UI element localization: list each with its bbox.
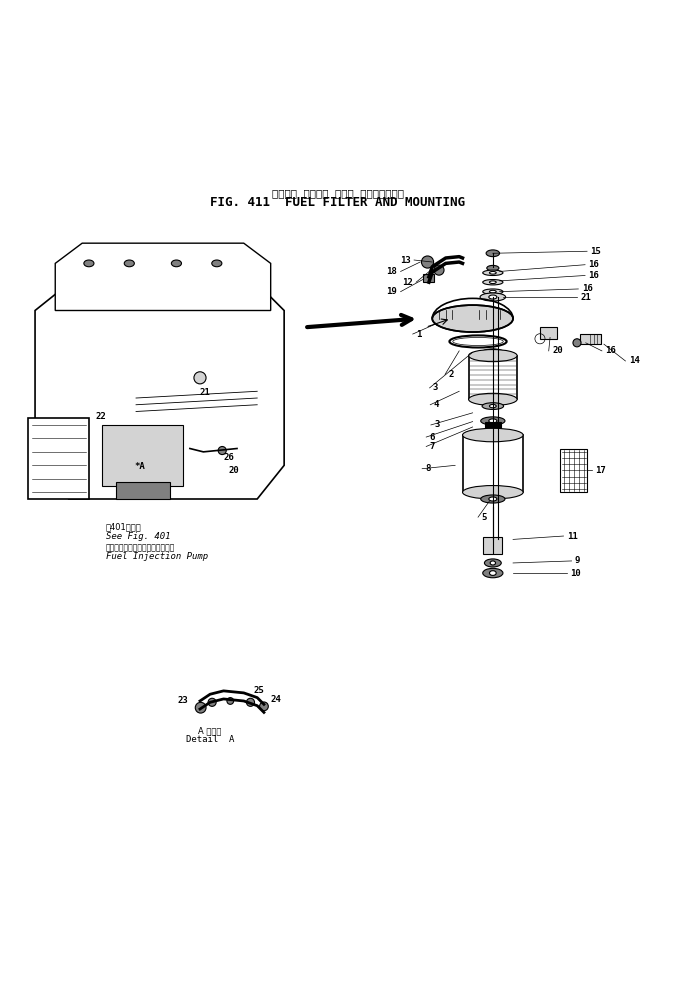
Bar <box>422 274 433 282</box>
Text: 20: 20 <box>552 346 563 355</box>
Bar <box>102 425 183 486</box>
Text: 20: 20 <box>229 466 240 475</box>
Bar <box>560 448 587 492</box>
Ellipse shape <box>487 265 499 270</box>
Ellipse shape <box>218 446 226 454</box>
Ellipse shape <box>432 305 513 332</box>
Ellipse shape <box>489 290 496 293</box>
Bar <box>581 334 600 344</box>
Text: 4: 4 <box>433 400 439 409</box>
Ellipse shape <box>212 260 222 266</box>
Text: 23: 23 <box>178 697 189 706</box>
Polygon shape <box>55 244 270 310</box>
Text: 3: 3 <box>434 420 439 429</box>
Ellipse shape <box>84 260 94 266</box>
Ellipse shape <box>485 559 502 567</box>
Text: 18: 18 <box>387 266 397 276</box>
Ellipse shape <box>489 350 496 354</box>
Text: 17: 17 <box>595 465 606 475</box>
Ellipse shape <box>481 417 505 425</box>
Ellipse shape <box>468 393 517 405</box>
Text: Fuel Injection Pump: Fuel Injection Pump <box>105 552 208 561</box>
Text: 3: 3 <box>433 383 438 392</box>
Polygon shape <box>35 283 284 499</box>
Ellipse shape <box>483 279 503 284</box>
Text: 15: 15 <box>590 247 601 255</box>
Ellipse shape <box>483 270 503 275</box>
Ellipse shape <box>421 255 433 268</box>
Ellipse shape <box>489 295 497 299</box>
Ellipse shape <box>489 419 497 423</box>
Text: 16: 16 <box>588 260 599 269</box>
Text: 第401図参照: 第401図参照 <box>105 523 141 532</box>
Ellipse shape <box>483 289 503 294</box>
Bar <box>540 326 557 338</box>
Text: 14: 14 <box>629 356 639 365</box>
Ellipse shape <box>489 497 497 501</box>
Text: See Fig. 401: See Fig. 401 <box>105 532 170 541</box>
Text: 21: 21 <box>581 292 591 301</box>
Ellipse shape <box>260 702 268 711</box>
Ellipse shape <box>489 280 496 283</box>
Ellipse shape <box>434 265 444 275</box>
Ellipse shape <box>172 260 181 266</box>
Ellipse shape <box>227 698 234 705</box>
Ellipse shape <box>482 349 504 355</box>
Ellipse shape <box>486 250 500 256</box>
Text: 9: 9 <box>575 557 581 566</box>
Text: 10: 10 <box>571 569 581 578</box>
Ellipse shape <box>480 293 506 301</box>
Bar <box>483 537 502 554</box>
Ellipse shape <box>247 699 255 707</box>
Text: *A: *A <box>135 462 145 471</box>
Text: 7: 7 <box>429 442 435 451</box>
Text: 12: 12 <box>402 277 413 286</box>
Text: 24: 24 <box>270 696 281 705</box>
Ellipse shape <box>468 349 517 361</box>
Ellipse shape <box>573 338 581 347</box>
Text: 16: 16 <box>582 284 592 293</box>
Ellipse shape <box>482 403 504 409</box>
Ellipse shape <box>194 372 206 384</box>
Bar <box>462 435 523 492</box>
Ellipse shape <box>489 571 496 576</box>
Text: フェエルインジェクションポンプ: フェエルインジェクションポンプ <box>105 543 175 552</box>
Text: 25: 25 <box>254 687 264 696</box>
Text: 21: 21 <box>200 388 211 397</box>
Ellipse shape <box>489 271 496 274</box>
Text: 5: 5 <box>481 513 487 522</box>
Ellipse shape <box>195 703 206 714</box>
Bar <box>28 418 89 499</box>
Bar <box>485 422 501 432</box>
Ellipse shape <box>124 260 135 266</box>
Text: Detail  A: Detail A <box>186 735 235 744</box>
Ellipse shape <box>462 428 523 442</box>
Text: 22: 22 <box>95 412 106 421</box>
Ellipse shape <box>208 699 216 707</box>
Text: 26: 26 <box>224 453 235 462</box>
Text: FIG. 411  FUEL FILTER AND MOUNTING: FIG. 411 FUEL FILTER AND MOUNTING <box>210 197 466 210</box>
Text: A 詳細図: A 詳細図 <box>198 727 222 736</box>
Bar <box>468 355 517 399</box>
Text: 6: 6 <box>429 432 435 441</box>
Text: フェエル  フィルタ  および  マウンティング: フェエル フィルタ および マウンティング <box>272 188 404 198</box>
Text: 13: 13 <box>400 255 411 264</box>
Ellipse shape <box>462 486 523 499</box>
Ellipse shape <box>490 561 496 565</box>
Ellipse shape <box>483 568 503 578</box>
Text: 8: 8 <box>425 464 431 473</box>
Bar <box>116 482 170 499</box>
Text: 16: 16 <box>588 271 599 280</box>
Text: 16: 16 <box>605 346 616 355</box>
Text: 19: 19 <box>387 287 397 296</box>
Ellipse shape <box>489 404 496 408</box>
Text: 1: 1 <box>416 329 421 338</box>
Ellipse shape <box>481 495 505 503</box>
Text: 11: 11 <box>567 532 578 541</box>
Text: 2: 2 <box>448 370 454 379</box>
